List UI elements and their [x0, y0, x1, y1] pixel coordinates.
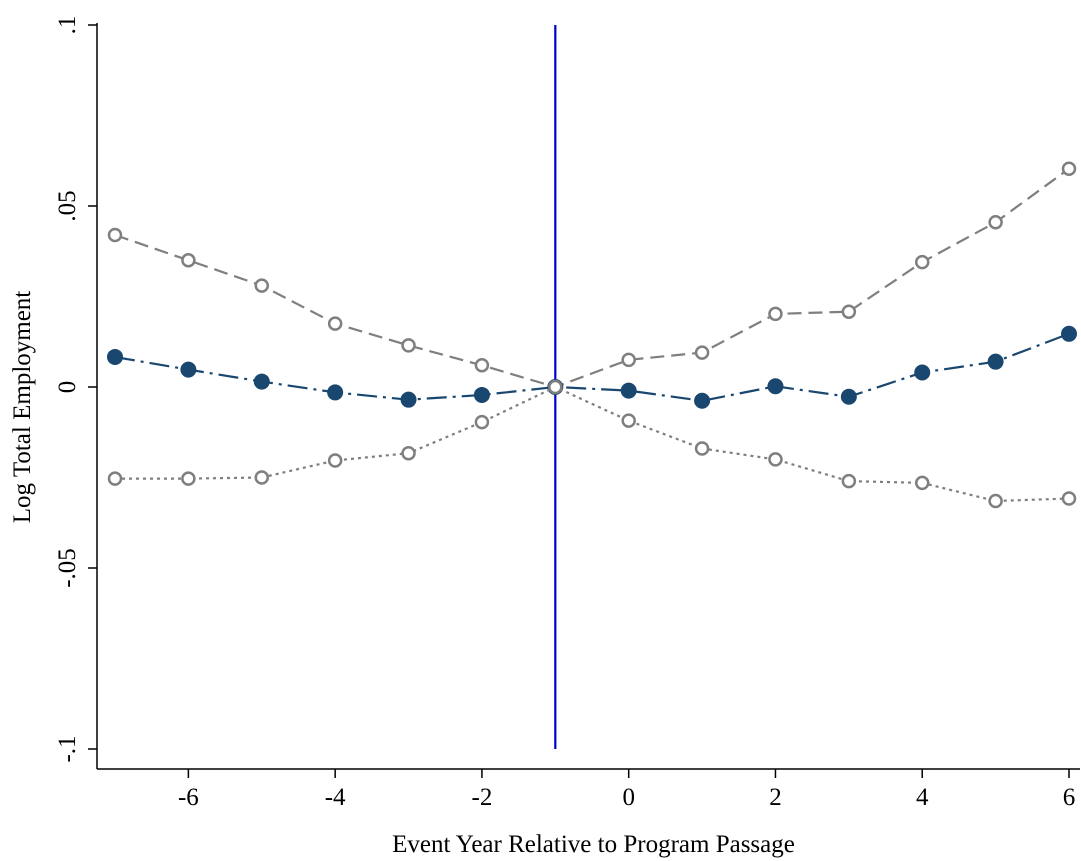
data-point — [107, 348, 123, 365]
axes: -6 -4 -2 0 2 4 6 -.1 -.05 0 .05 .1 — [54, 16, 1080, 811]
data-point — [1061, 325, 1077, 342]
data-point — [694, 345, 710, 360]
data-point — [1061, 491, 1077, 506]
data-point — [254, 278, 270, 293]
x-tick-label: -2 — [472, 784, 493, 811]
series-line — [114, 167, 1070, 389]
x-tick-label: 6 — [1063, 784, 1076, 811]
data-point — [914, 364, 931, 381]
data-point — [988, 215, 1003, 230]
data-point — [548, 379, 563, 395]
x-tick-label: 4 — [916, 784, 929, 811]
y-tick-label: -.05 — [54, 548, 81, 588]
data-point — [401, 445, 416, 461]
data-point — [841, 304, 857, 319]
y-tick-label: .1 — [54, 16, 81, 35]
data-point — [767, 378, 784, 395]
data-point — [254, 470, 270, 485]
data-point — [474, 414, 490, 430]
data-point — [180, 361, 197, 378]
data-point — [107, 227, 123, 243]
data-point — [400, 391, 417, 408]
data-point — [768, 452, 783, 467]
data-point — [473, 386, 490, 403]
series-1 — [107, 161, 1077, 395]
series-line — [115, 385, 1070, 503]
data-point — [694, 392, 711, 409]
plot-area — [107, 25, 1077, 749]
y-tick-label: -.1 — [54, 735, 81, 762]
y-axis-title: Log Total Employment — [9, 291, 36, 524]
series-3 — [107, 379, 1077, 509]
data-point — [694, 441, 710, 456]
data-point — [474, 358, 490, 373]
x-axis-title: Event Year Relative to Program Passage — [392, 831, 795, 858]
data-point — [914, 254, 930, 270]
data-point — [840, 388, 857, 405]
data-point — [1061, 161, 1077, 176]
series-2 — [107, 325, 1077, 409]
data-point — [621, 352, 636, 368]
data-point — [181, 471, 196, 486]
data-point — [327, 453, 343, 468]
data-point — [841, 473, 857, 489]
data-point — [253, 373, 270, 390]
x-tick-label: 0 — [622, 784, 635, 811]
x-tick-label: -4 — [325, 784, 346, 811]
data-point — [621, 413, 636, 428]
y-ticks: -.1 -.05 0 .05 .1 — [54, 16, 97, 763]
data-point — [107, 471, 123, 486]
data-point — [620, 382, 637, 399]
y-tick-label: .05 — [54, 190, 81, 221]
y-tick-label: 0 — [54, 381, 81, 394]
x-tick-label: -6 — [178, 784, 199, 811]
data-point — [327, 384, 344, 401]
data-point — [988, 493, 1003, 509]
data-point — [401, 338, 416, 353]
data-point — [987, 353, 1004, 370]
data-point — [327, 316, 343, 331]
x-tick-label: 2 — [769, 784, 782, 811]
x-ticks: -6 -4 -2 0 2 4 6 — [178, 769, 1075, 811]
data-point — [181, 253, 196, 268]
data-point — [768, 306, 783, 322]
data-point — [914, 475, 930, 491]
